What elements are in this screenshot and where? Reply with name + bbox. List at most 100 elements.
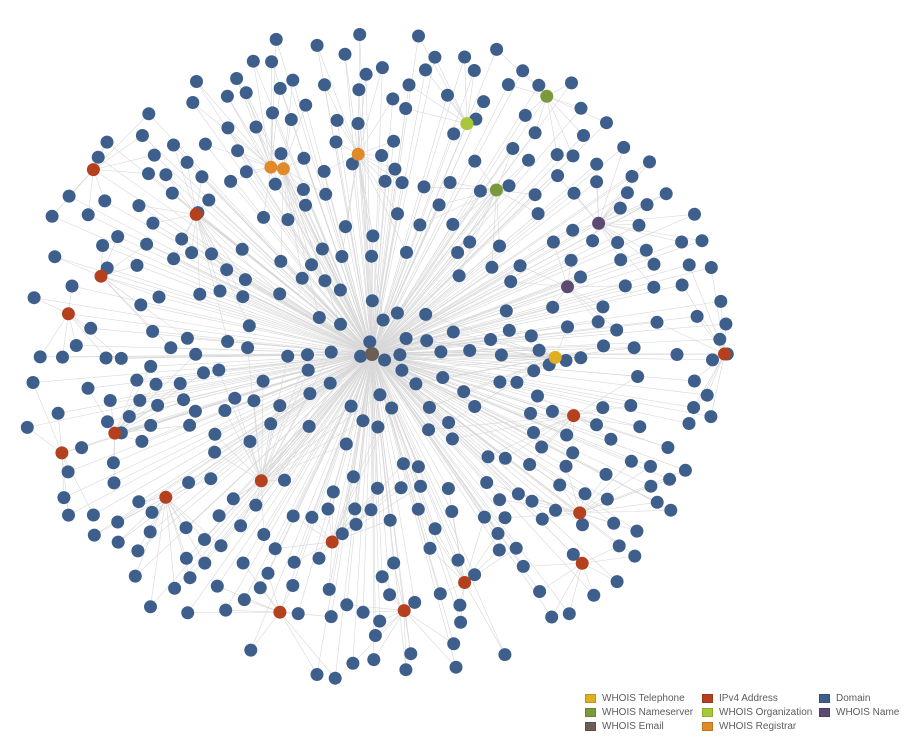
domain-node[interactable] [351, 117, 365, 130]
domain-node[interactable] [551, 169, 565, 183]
domain-node[interactable] [185, 246, 199, 260]
domain-node[interactable] [630, 524, 644, 538]
domain-node[interactable] [142, 107, 156, 121]
domain-node[interactable] [326, 485, 340, 499]
domain-node[interactable] [373, 388, 387, 402]
domain-node[interactable] [590, 175, 604, 189]
domain-node[interactable] [467, 64, 481, 77]
domain-node[interactable] [143, 525, 157, 539]
domain-node[interactable] [442, 416, 456, 429]
domain-node[interactable] [468, 568, 482, 582]
domain-node[interactable] [473, 184, 487, 198]
domain-node[interactable] [62, 508, 75, 522]
domain-node[interactable] [249, 498, 263, 512]
domain-node[interactable] [322, 582, 336, 596]
ipv4-address-node[interactable] [254, 474, 268, 488]
domain-node[interactable] [510, 375, 524, 389]
domain-node[interactable] [661, 441, 675, 454]
domain-node[interactable] [114, 351, 128, 365]
domain-node[interactable] [173, 377, 187, 390]
domain-node[interactable] [238, 273, 252, 287]
domain-node[interactable] [286, 73, 300, 87]
domain-node[interactable] [179, 551, 193, 565]
domain-node[interactable] [236, 290, 250, 304]
domain-node[interactable] [706, 353, 719, 367]
domain-node[interactable] [400, 245, 413, 259]
domain-node[interactable] [690, 309, 704, 323]
domain-node[interactable] [618, 279, 632, 293]
domain-node[interactable] [281, 213, 295, 227]
domain-node[interactable] [273, 287, 287, 301]
domain-node[interactable] [253, 581, 267, 595]
domain-node[interactable] [506, 142, 520, 155]
domain-node[interactable] [687, 401, 701, 414]
domain-node[interactable] [412, 29, 425, 43]
domain-node[interactable] [231, 144, 245, 158]
domain-node[interactable] [596, 300, 610, 314]
domain-node[interactable] [340, 598, 354, 612]
domain-node[interactable] [610, 575, 624, 589]
domain-node[interactable] [687, 374, 701, 388]
ipv4-address-node[interactable] [575, 556, 589, 570]
domain-node[interactable] [432, 198, 446, 212]
domain-node[interactable] [107, 476, 121, 490]
domain-node[interactable] [146, 216, 160, 230]
ipv4-address-node[interactable] [458, 576, 472, 589]
domain-node[interactable] [312, 311, 326, 324]
domain-node[interactable] [567, 186, 581, 200]
domain-node[interactable] [481, 450, 495, 464]
domain-node[interactable] [318, 78, 331, 92]
domain-node[interactable] [436, 371, 450, 384]
domain-node[interactable] [91, 150, 105, 164]
domain-node[interactable] [447, 127, 461, 141]
domain-node[interactable] [214, 539, 228, 553]
domain-node[interactable] [204, 472, 218, 486]
domain-node[interactable] [457, 385, 471, 399]
domain-node[interactable] [208, 445, 222, 459]
domain-node[interactable] [287, 555, 301, 569]
domain-node[interactable] [318, 274, 332, 288]
domain-node[interactable] [627, 341, 641, 355]
domain-node[interactable] [111, 230, 125, 244]
domain-node[interactable] [413, 218, 427, 232]
domain-node[interactable] [356, 605, 370, 619]
domain-node[interactable] [302, 419, 316, 433]
domain-node[interactable] [527, 364, 541, 378]
domain-node[interactable] [183, 571, 197, 585]
domain-node[interactable] [152, 290, 166, 304]
domain-node[interactable] [545, 404, 559, 418]
domain-node[interactable] [502, 323, 516, 337]
domain-node[interactable] [451, 246, 465, 259]
domain-node[interactable] [504, 275, 518, 289]
domain-node[interactable] [45, 209, 59, 223]
domain-node[interactable] [411, 502, 425, 516]
domain-node[interactable] [198, 137, 212, 151]
ipv4-address-node[interactable] [189, 207, 203, 221]
domain-node[interactable] [339, 437, 353, 451]
domain-node[interactable] [365, 294, 379, 308]
domain-node[interactable] [484, 333, 498, 346]
domain-node[interactable] [678, 463, 692, 477]
domain-node[interactable] [422, 400, 436, 414]
domain-node[interactable] [193, 287, 207, 301]
domain-node[interactable] [576, 518, 589, 532]
domain-node[interactable] [132, 199, 146, 213]
domain-node[interactable] [643, 155, 656, 169]
domain-node[interactable] [328, 671, 342, 685]
domain-node[interactable] [180, 155, 194, 169]
domain-node[interactable] [181, 606, 195, 620]
domain-node[interactable] [532, 343, 546, 357]
domain-node[interactable] [363, 335, 377, 349]
domain-node[interactable] [443, 176, 457, 189]
domain-node[interactable] [566, 223, 580, 237]
domain-node[interactable] [246, 54, 260, 68]
domain-node[interactable] [142, 167, 155, 181]
domain-node[interactable] [242, 319, 256, 333]
domain-node[interactable] [128, 569, 142, 583]
domain-node[interactable] [624, 399, 638, 412]
domain-node[interactable] [452, 269, 466, 283]
ipv4-address-node[interactable] [567, 409, 581, 423]
domain-node[interactable] [417, 180, 431, 194]
domain-node[interactable] [566, 149, 580, 163]
domain-node[interactable] [220, 89, 234, 103]
